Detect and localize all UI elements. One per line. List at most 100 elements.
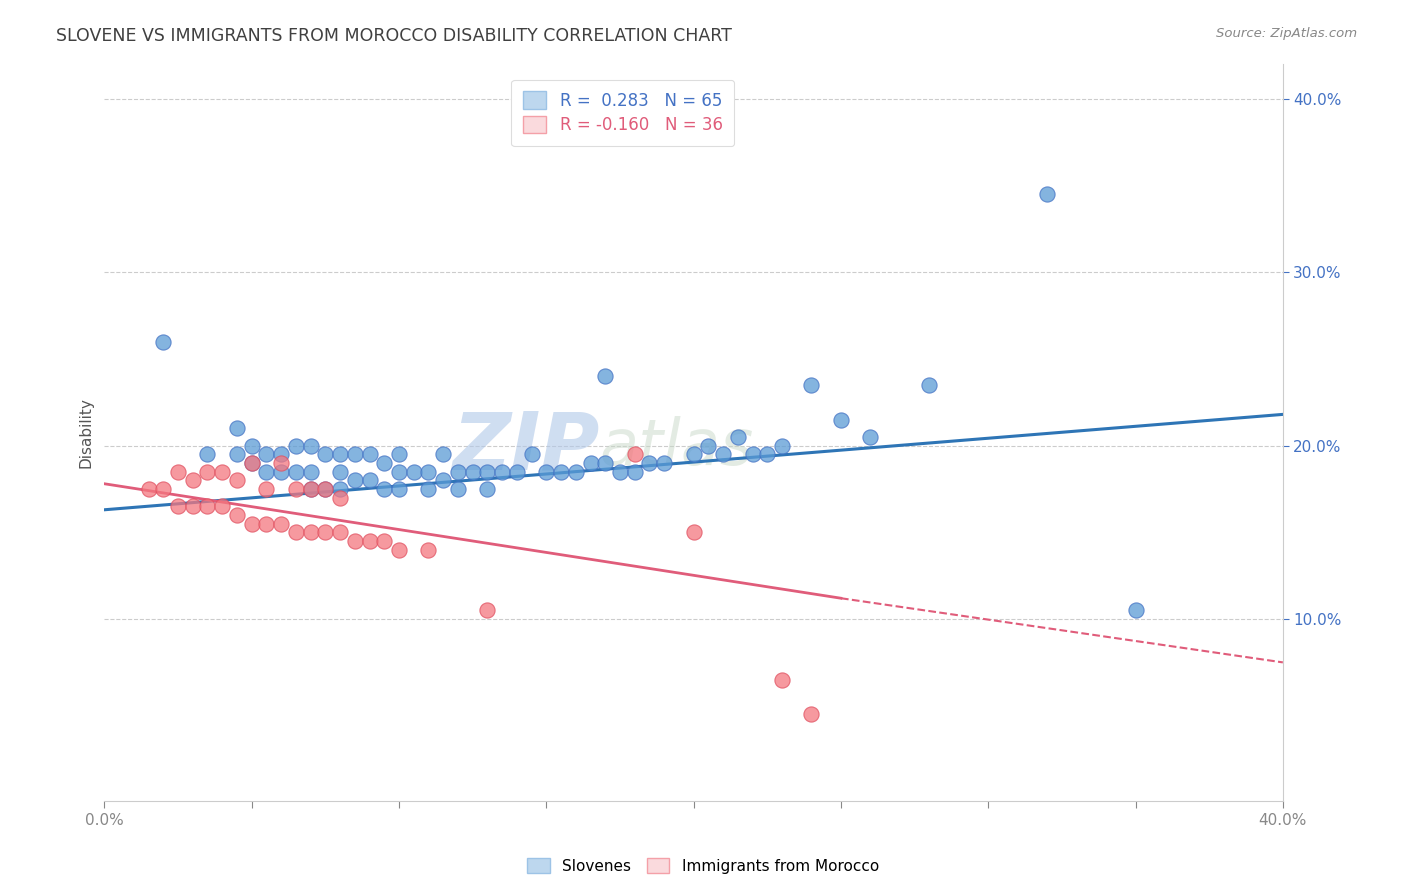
Point bbox=[240, 456, 263, 470]
Point bbox=[477, 482, 499, 496]
Point bbox=[593, 369, 616, 384]
Point bbox=[226, 421, 249, 435]
Point bbox=[1125, 603, 1147, 617]
Point bbox=[388, 465, 411, 479]
Legend: Slovenes, Immigrants from Morocco: Slovenes, Immigrants from Morocco bbox=[522, 852, 884, 880]
Point bbox=[756, 447, 779, 461]
Point bbox=[373, 482, 395, 496]
Point bbox=[859, 430, 882, 444]
Point bbox=[270, 447, 292, 461]
Point bbox=[536, 465, 558, 479]
Point bbox=[167, 500, 190, 514]
Point bbox=[299, 525, 322, 540]
Point bbox=[770, 673, 793, 687]
Point bbox=[830, 412, 852, 426]
Point bbox=[741, 447, 763, 461]
Text: ZIP: ZIP bbox=[451, 409, 599, 486]
Point bbox=[329, 482, 352, 496]
Point bbox=[240, 516, 263, 531]
Point bbox=[299, 482, 322, 496]
Point bbox=[800, 707, 823, 722]
Point bbox=[181, 500, 204, 514]
Point bbox=[299, 482, 322, 496]
Point bbox=[240, 439, 263, 453]
Point bbox=[711, 447, 734, 461]
Point bbox=[299, 439, 322, 453]
Point bbox=[329, 465, 352, 479]
Point bbox=[402, 465, 425, 479]
Point bbox=[388, 482, 411, 496]
Point bbox=[226, 447, 249, 461]
Point bbox=[682, 447, 704, 461]
Point bbox=[359, 533, 381, 548]
Point bbox=[418, 482, 440, 496]
Point bbox=[197, 500, 219, 514]
Point bbox=[623, 465, 645, 479]
Point bbox=[254, 465, 277, 479]
Point bbox=[418, 465, 440, 479]
Point bbox=[623, 447, 645, 461]
Point bbox=[432, 447, 454, 461]
Point bbox=[254, 447, 277, 461]
Y-axis label: Disability: Disability bbox=[79, 397, 93, 468]
Point bbox=[697, 439, 720, 453]
Point bbox=[270, 465, 292, 479]
Point bbox=[314, 482, 336, 496]
Text: SLOVENE VS IMMIGRANTS FROM MOROCCO DISABILITY CORRELATION CHART: SLOVENE VS IMMIGRANTS FROM MOROCCO DISAB… bbox=[56, 27, 733, 45]
Point bbox=[270, 456, 292, 470]
Point bbox=[388, 447, 411, 461]
Point bbox=[477, 603, 499, 617]
Point bbox=[284, 465, 307, 479]
Point bbox=[197, 447, 219, 461]
Point bbox=[254, 482, 277, 496]
Point bbox=[520, 447, 543, 461]
Point bbox=[373, 456, 395, 470]
Point bbox=[727, 430, 749, 444]
Point bbox=[138, 482, 160, 496]
Point bbox=[373, 533, 395, 548]
Point bbox=[226, 473, 249, 487]
Point bbox=[770, 439, 793, 453]
Point bbox=[638, 456, 661, 470]
Point bbox=[167, 465, 190, 479]
Point bbox=[284, 439, 307, 453]
Point bbox=[593, 456, 616, 470]
Point bbox=[254, 516, 277, 531]
Point bbox=[152, 334, 174, 349]
Point bbox=[270, 516, 292, 531]
Point bbox=[211, 500, 233, 514]
Point bbox=[314, 482, 336, 496]
Point bbox=[343, 473, 366, 487]
Point bbox=[359, 473, 381, 487]
Point bbox=[609, 465, 631, 479]
Point bbox=[418, 542, 440, 557]
Point bbox=[343, 533, 366, 548]
Point bbox=[461, 465, 484, 479]
Point bbox=[550, 465, 572, 479]
Point bbox=[447, 465, 470, 479]
Point bbox=[343, 447, 366, 461]
Point bbox=[284, 525, 307, 540]
Point bbox=[682, 525, 704, 540]
Point bbox=[240, 456, 263, 470]
Point bbox=[388, 542, 411, 557]
Point bbox=[197, 465, 219, 479]
Point bbox=[1036, 187, 1059, 202]
Point bbox=[432, 473, 454, 487]
Point bbox=[314, 447, 336, 461]
Point bbox=[491, 465, 513, 479]
Point bbox=[565, 465, 588, 479]
Point bbox=[359, 447, 381, 461]
Point bbox=[579, 456, 602, 470]
Point bbox=[800, 378, 823, 392]
Point bbox=[299, 465, 322, 479]
Text: atlas: atlas bbox=[599, 417, 754, 478]
Point bbox=[918, 378, 941, 392]
Point bbox=[181, 473, 204, 487]
Point bbox=[477, 465, 499, 479]
Point bbox=[652, 456, 675, 470]
Point bbox=[284, 482, 307, 496]
Point bbox=[314, 525, 336, 540]
Legend: R =  0.283   N = 65, R = -0.160   N = 36: R = 0.283 N = 65, R = -0.160 N = 36 bbox=[512, 79, 734, 146]
Point bbox=[152, 482, 174, 496]
